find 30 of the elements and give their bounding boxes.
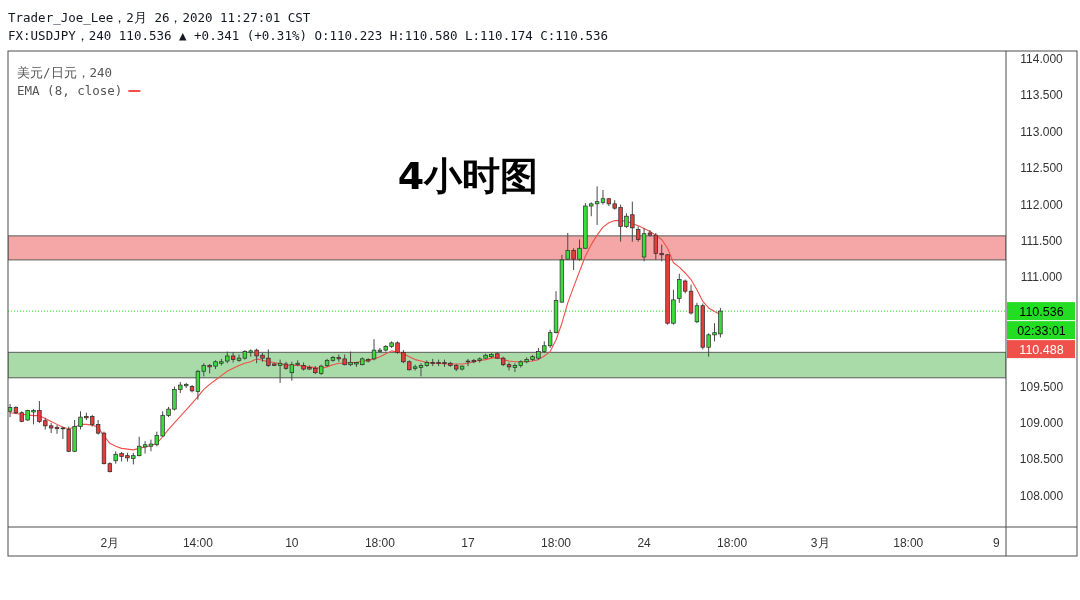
text: 4小时图	[397, 154, 539, 198]
x-tick-label: 17	[461, 536, 475, 550]
x-tick-label: 3月	[810, 536, 830, 550]
x-tick-label: 9	[992, 536, 1000, 550]
text: 02:33:01	[1017, 323, 1066, 338]
ref-line-label: 110.536	[1019, 304, 1064, 319]
x-tick-label: 10	[285, 536, 299, 550]
y-tick-label: 108.500	[1019, 452, 1064, 467]
y-tick-label: 108.000	[1019, 488, 1064, 503]
x-tick-label: 24	[637, 536, 652, 550]
y-tick-label: 114.000	[1020, 52, 1064, 67]
x-tick-label: 18:00	[893, 536, 924, 550]
chart-subtitle: FX:USDJPY，240 110.536 ▲ +0.341 (+0.31%) O:110.223 H:110.580 L:110.174 C:110.536	[8, 28, 608, 43]
text: 110.488	[1019, 342, 1064, 357]
y-tick-label: 109.500	[1019, 379, 1064, 394]
y-tick-label: 111.500	[1020, 233, 1063, 248]
x-tick-label: 18:00	[364, 536, 396, 550]
x-tick-label: 2月	[100, 536, 120, 550]
y-tick-label: 109.000	[1019, 415, 1064, 430]
y-tick-label: 113.000	[1020, 124, 1064, 139]
y-tick-label: 112.500	[1020, 161, 1064, 176]
x-tick-label: 14:00	[182, 536, 214, 550]
y-tick-label: 111.000	[1020, 270, 1063, 285]
x-tick-label: 18:00	[717, 536, 748, 550]
x-tick-label: 18:00	[541, 536, 572, 550]
legend-title: 美元/日元，240	[17, 65, 113, 80]
text: Trader_Joe_Lee，2月 26，2020 11:27:01 CST	[8, 10, 311, 25]
y-tick-label: 112.000	[1020, 197, 1064, 212]
legend-label: EMA (8, close)	[17, 83, 123, 98]
y-tick-label: 113.500	[1020, 88, 1064, 103]
